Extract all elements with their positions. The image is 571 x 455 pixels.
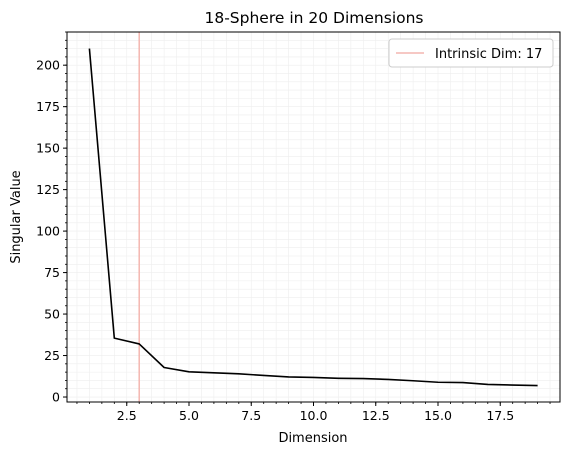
y-tick-label: 75 <box>44 265 60 280</box>
x-axis-label: Dimension <box>278 431 347 446</box>
y-tick-label: 200 <box>36 58 60 73</box>
y-tick-label: 0 <box>52 390 60 405</box>
series-layer <box>88 48 538 387</box>
x-tick-label: 5.0 <box>179 408 199 423</box>
legend-label: Intrinsic Dim: 17 <box>435 47 542 62</box>
x-tick-label: 17.5 <box>486 408 514 423</box>
series-line <box>88 48 538 387</box>
chart-title: 18-Sphere in 20 Dimensions <box>204 9 423 27</box>
y-axis-label: Singular Value <box>9 170 24 263</box>
y-tick-label: 125 <box>36 182 60 197</box>
axis-ticks: 2.5 5.0 7.5 10.0 12.5 15.0 17.5 0 25 50 75 100 125 15… <box>36 31 551 423</box>
x-tick-label: 15.0 <box>424 408 452 423</box>
x-tick-label: 7.5 <box>241 408 261 423</box>
y-tick-label: 150 <box>36 141 60 156</box>
x-tick-label: 10.0 <box>300 408 328 423</box>
x-tick-label: 12.5 <box>362 408 390 423</box>
y-tick-label: 175 <box>36 99 60 114</box>
legend-box <box>388 38 554 68</box>
y-tick-label: 50 <box>44 307 60 322</box>
y-tick-label: 25 <box>44 348 60 363</box>
x-tick-label: 2.5 <box>117 408 137 423</box>
y-tick-label: 100 <box>36 224 60 239</box>
legend: Intrinsic Dim: 17 <box>388 38 554 68</box>
